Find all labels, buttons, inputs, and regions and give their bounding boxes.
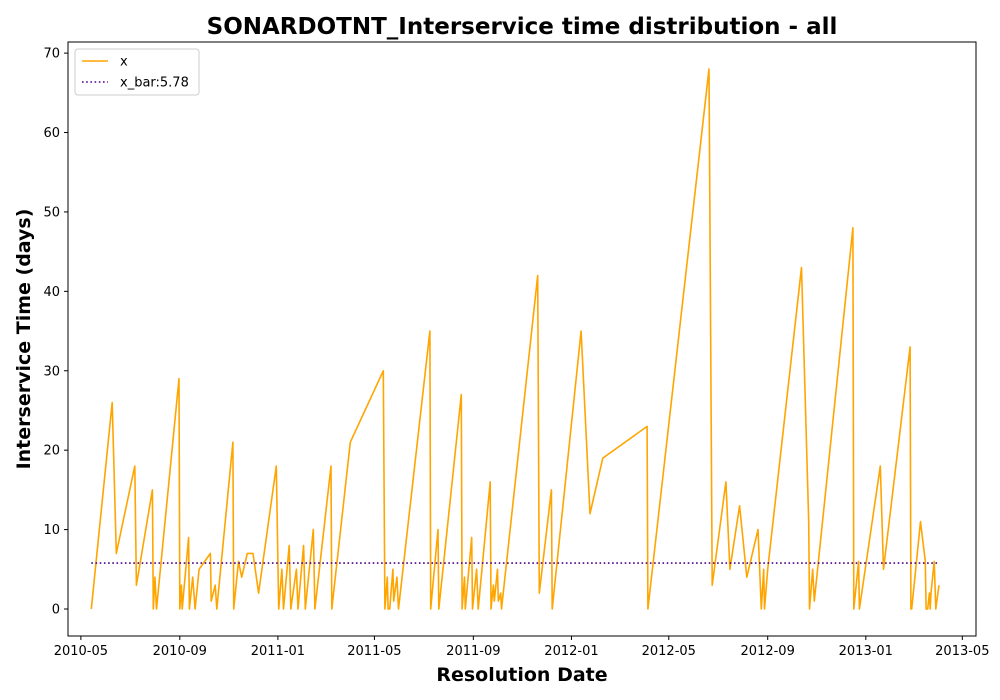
x-axis: 2010-05 2010-09 2011-01 2011-05 2011-09 2012-…	[54, 636, 989, 659]
legend-label: x_bar:5.78	[120, 76, 189, 91]
legend-label: x	[120, 55, 128, 70]
y-axis-label: Interservice Time (days)	[13, 209, 35, 470]
y-tick-label: 10	[43, 523, 60, 538]
x-tick-label: 2011-01	[251, 644, 305, 659]
plot-border	[67, 41, 977, 637]
x-tick-label: 2012-05	[642, 644, 696, 659]
plot-area	[67, 41, 977, 637]
y-tick-label: 60	[43, 126, 60, 141]
x-tick-label: 2011-05	[347, 644, 401, 659]
series-line-x	[90, 68, 940, 610]
y-tick-label: 20	[43, 444, 60, 459]
x-tick-label: 2012-01	[544, 644, 598, 659]
y-axis: 0 10 20 30 40 50 60 70	[43, 47, 68, 618]
y-tick-label: 50	[43, 205, 60, 220]
x-axis-label: Resolution Date	[436, 664, 607, 686]
x-tick-label: 2013-01	[839, 644, 893, 659]
x-tick-label: 2010-05	[54, 644, 108, 659]
x-tick-label: 2013-05	[935, 644, 989, 659]
y-tick-label: 30	[43, 364, 60, 379]
y-tick-label: 70	[43, 47, 60, 62]
chart-title: SONARDOTNT_Interservice time distributio…	[207, 14, 838, 40]
x-tick-label: 2010-09	[153, 644, 207, 659]
x-tick-label: 2012-09	[741, 644, 795, 659]
x-tick-label: 2011-09	[446, 644, 500, 659]
y-tick-label: 0	[52, 603, 60, 618]
legend: x x_bar:5.78	[74, 48, 200, 96]
y-tick-label: 40	[43, 285, 60, 300]
series-layer	[90, 68, 940, 610]
